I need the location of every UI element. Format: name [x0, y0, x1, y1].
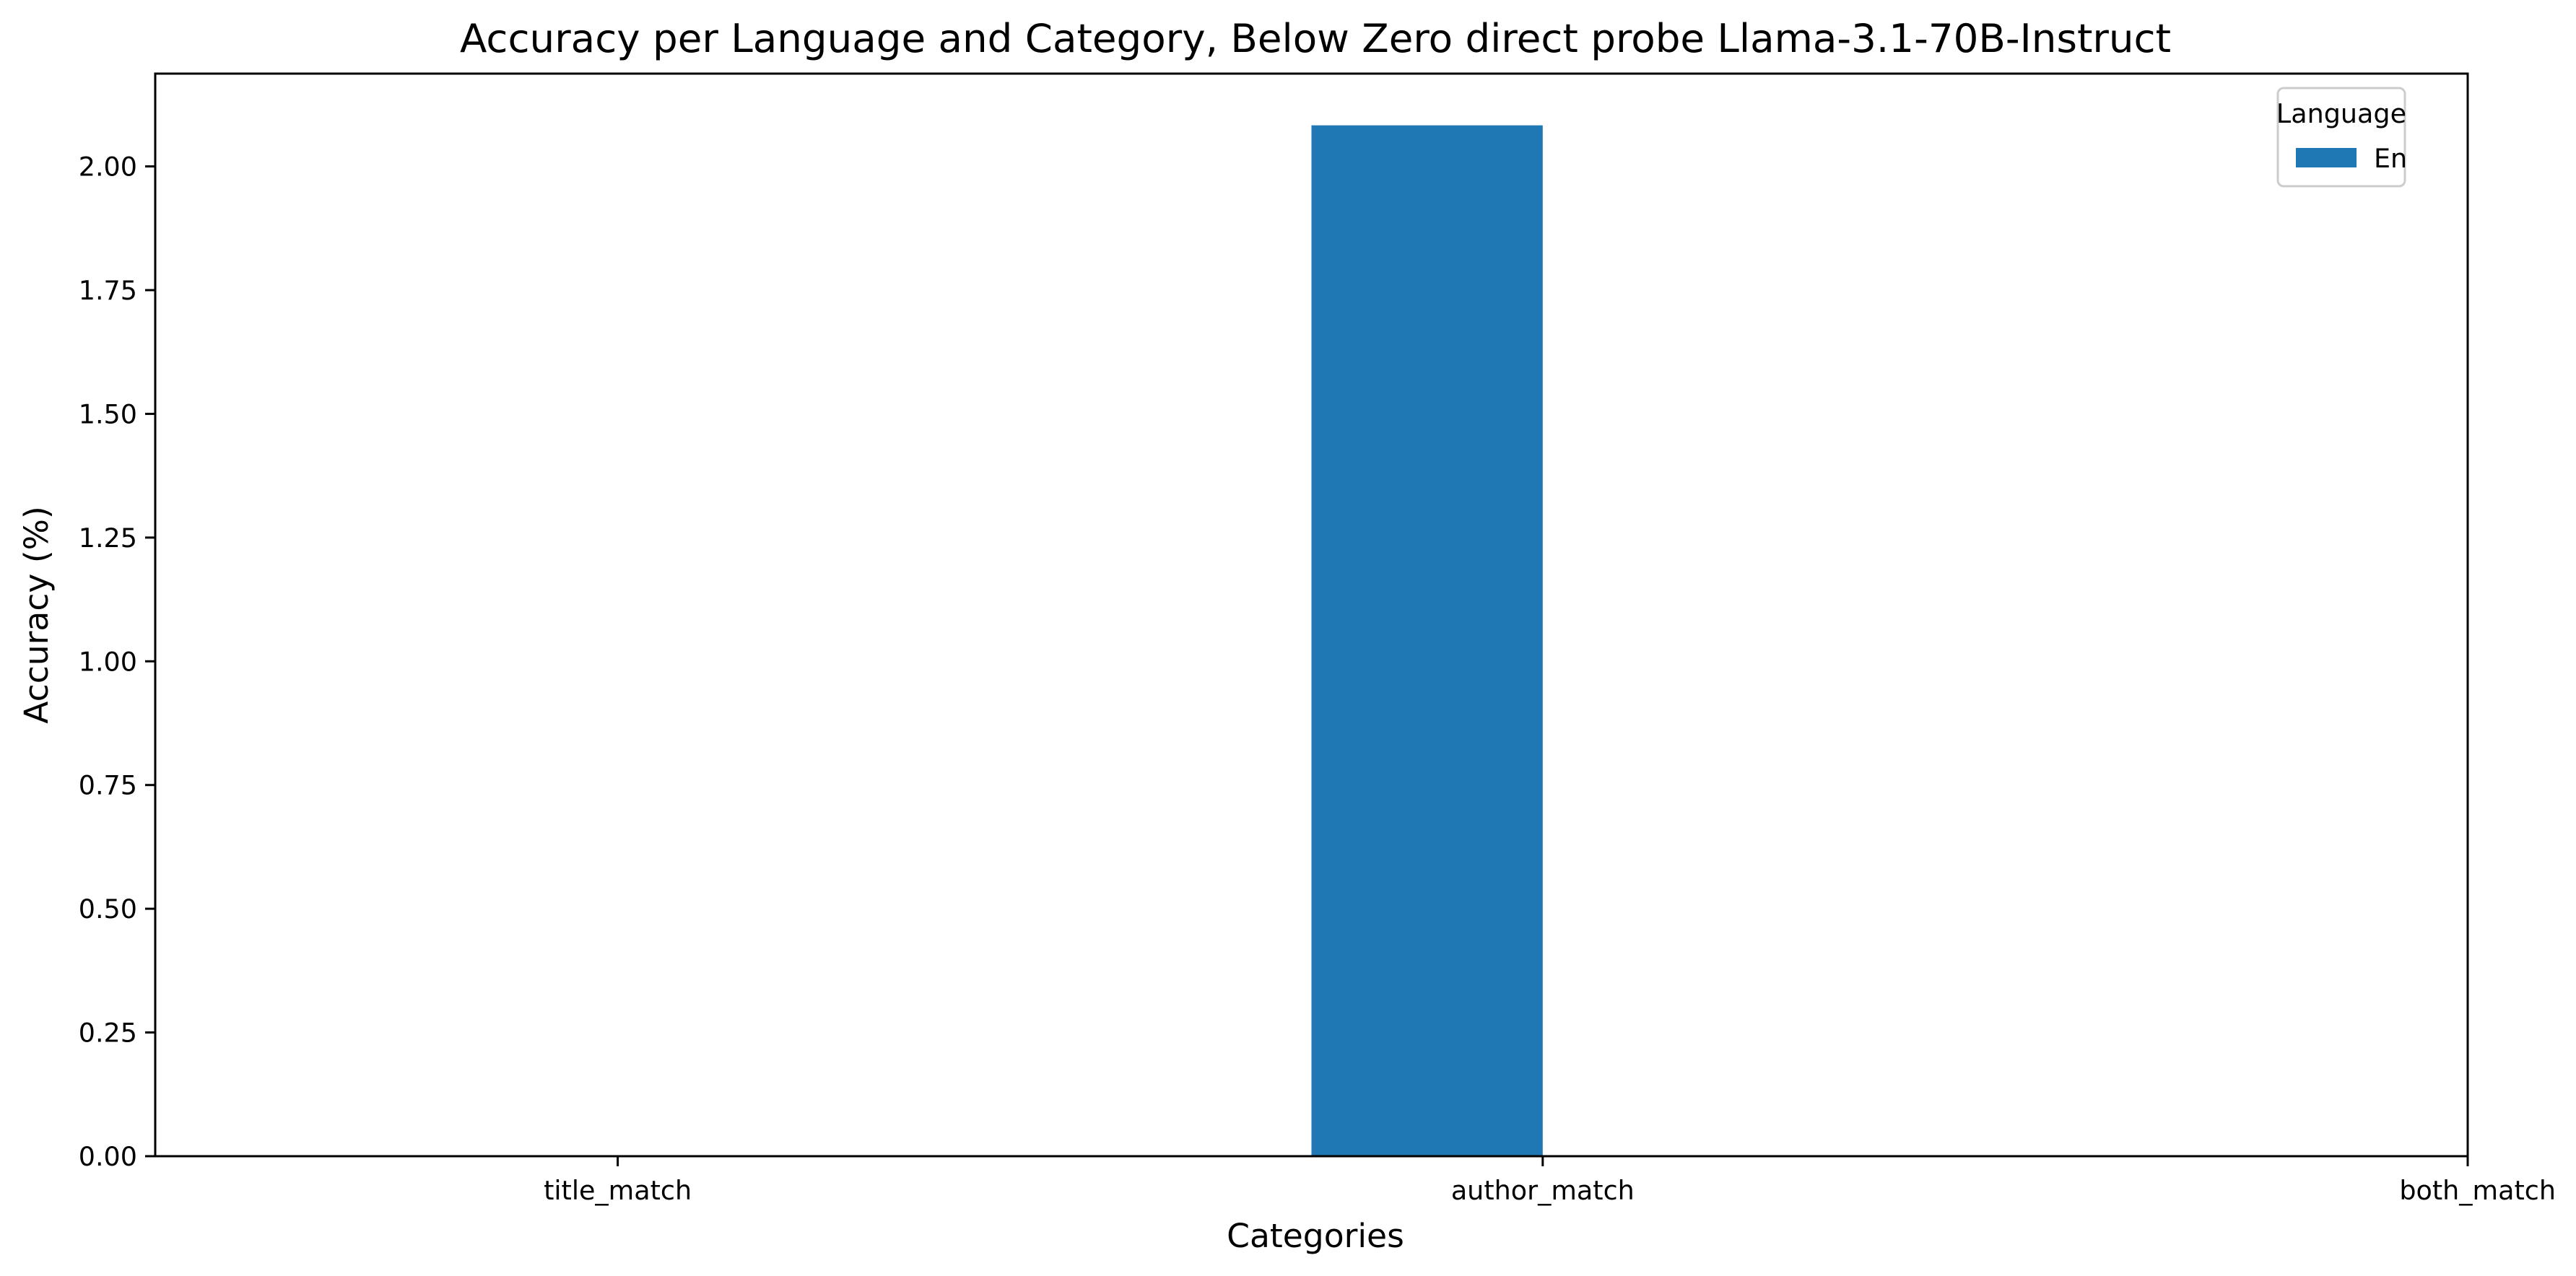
x-tick-label: title_match	[544, 1175, 692, 1206]
legend-entry-en: En	[2374, 143, 2407, 174]
y-tick-label: 1.75	[79, 275, 137, 306]
y-tick-label: 0.00	[79, 1141, 137, 1172]
y-tick-label: 1.25	[79, 523, 137, 554]
plot-frame	[154, 72, 2469, 1158]
x-tick-label: author_match	[1451, 1175, 1635, 1206]
x-axis-ticks: title_match author_match both_match	[544, 1156, 2556, 1206]
y-axis-ticks: 0.00 0.25 0.50 0.75 1.00 1.25 1.50 1.75 2.00	[79, 152, 155, 1172]
bars-group	[1311, 125, 1543, 1157]
legend-title: Language	[2276, 98, 2406, 129]
y-tick-label: 2.00	[79, 152, 137, 183]
y-tick-label: 1.00	[79, 646, 137, 677]
y-tick-label: 1.50	[79, 398, 137, 429]
y-axis-label: Accuracy (%)	[17, 506, 56, 724]
x-tick-label: both_match	[2399, 1175, 2556, 1206]
y-tick-label: 0.50	[79, 893, 137, 925]
y-tick-label: 0.75	[79, 770, 137, 801]
y-tick-label: 0.25	[79, 1018, 137, 1049]
legend: Language En	[2276, 87, 2407, 188]
legend-swatch-en	[2296, 148, 2357, 167]
x-axis-label: Categories	[1227, 1217, 1404, 1255]
bar-author-match-en	[1311, 125, 1543, 1157]
chart-title: Accuracy per Language and Category, Belo…	[460, 15, 2171, 61]
